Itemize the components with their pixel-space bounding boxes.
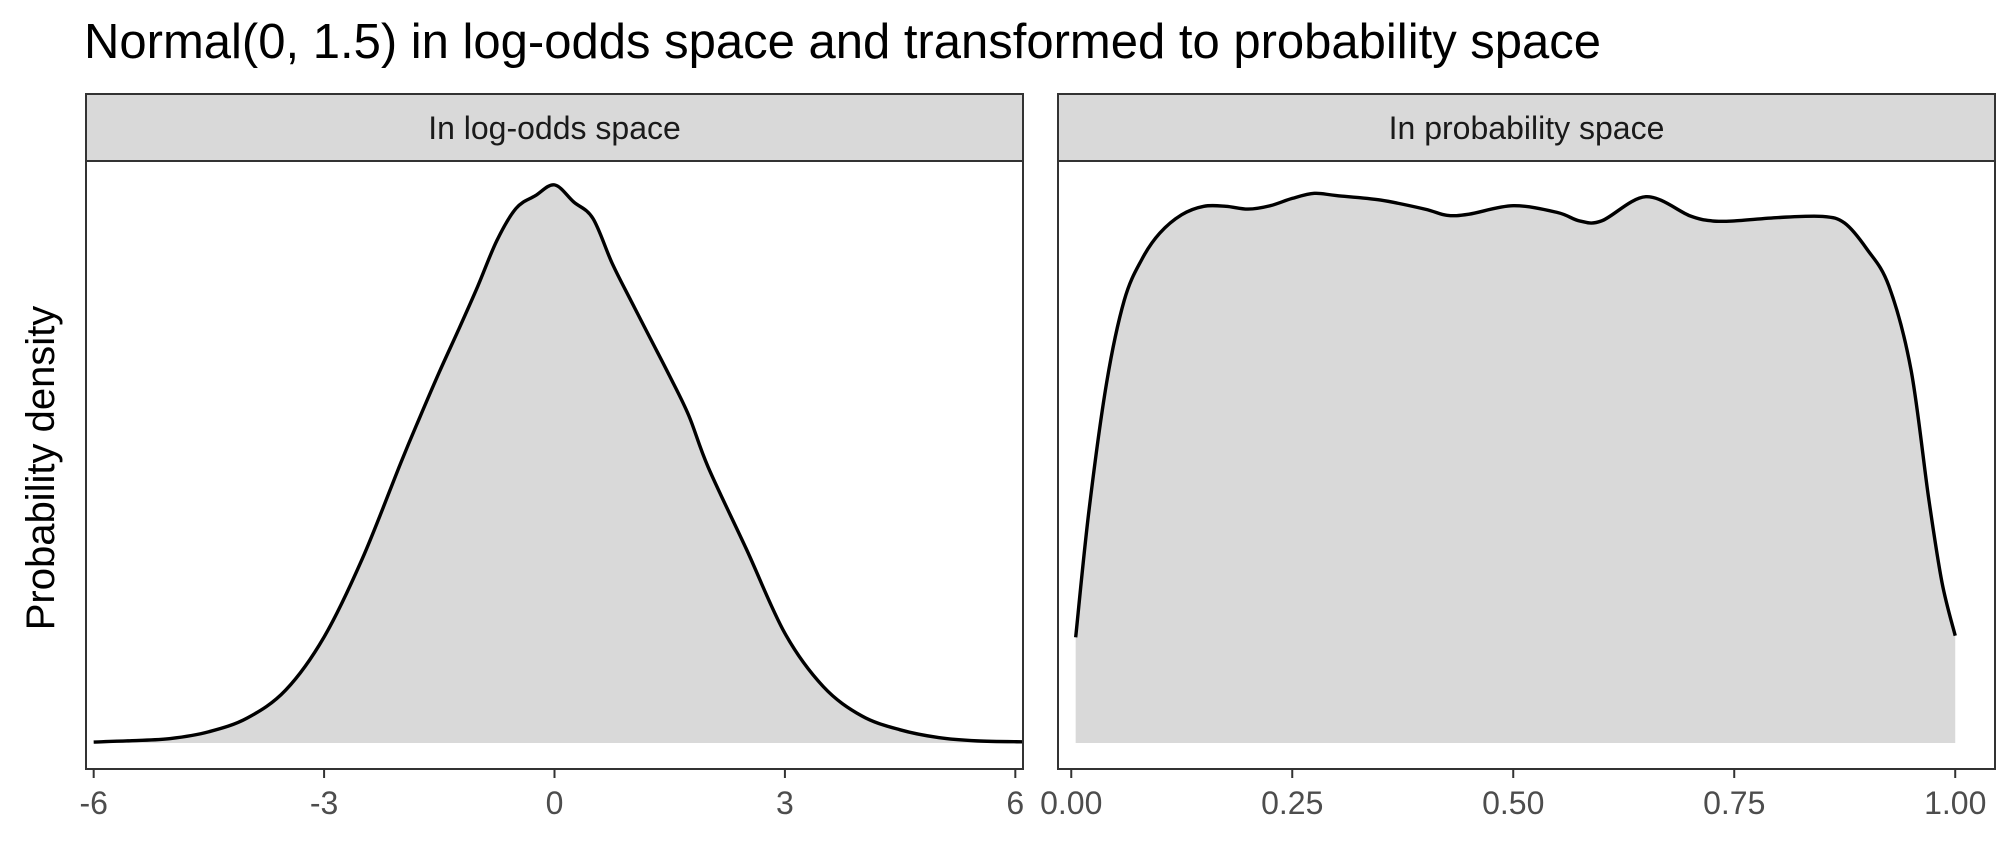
x-tick-label: -6 (79, 785, 107, 821)
density-line (1073, 191, 1957, 638)
marks (1073, 191, 1957, 744)
plot-area (85, 160, 1024, 770)
strip-label: In probability space (1389, 110, 1665, 146)
panel-probability: In probability space 0.00 0.25 0.50 0.75 1.0… (1040, 93, 1996, 821)
x-tick-label: 0 (546, 785, 564, 821)
strip-background (1057, 93, 1996, 162)
x-tick-label: 0.75 (1703, 785, 1765, 821)
x-tick-label: 0.00 (1040, 785, 1102, 821)
x-tick-label: 0.25 (1261, 785, 1323, 821)
panel-log-odds: In log-odds space -6 -3 0 3 6 (79, 93, 1024, 821)
density-area (1075, 193, 1956, 744)
x-axis: 0.00 0.25 0.50 0.75 1.00 (1040, 769, 1986, 821)
y-axis-title: Probability density (19, 306, 63, 631)
x-axis: -6 -3 0 3 6 (79, 769, 1024, 821)
x-tick-label: 1.00 (1924, 785, 1986, 821)
density-line (93, 183, 1024, 744)
strip-background (85, 93, 1024, 162)
marks (93, 183, 1024, 744)
strip-label: In log-odds space (428, 110, 681, 146)
x-tick-label: 3 (776, 785, 794, 821)
x-tick-label: -3 (310, 785, 338, 821)
density-area (93, 184, 1024, 744)
x-tick-label: 6 (1006, 785, 1024, 821)
plot-area (1057, 160, 1996, 770)
chart-title: Normal(0, 1.5) in log-odds space and tra… (84, 15, 1601, 69)
x-tick-label: 0.50 (1482, 785, 1544, 821)
